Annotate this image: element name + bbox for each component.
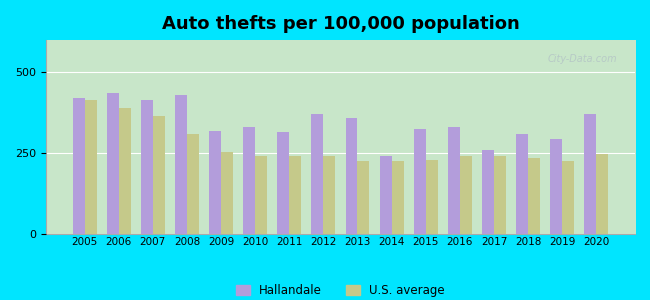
Bar	[448, 128, 460, 234]
Bar	[596, 154, 608, 234]
Bar	[323, 156, 335, 234]
Bar	[311, 114, 323, 234]
Bar	[187, 134, 199, 234]
Title: Auto thefts per 100,000 population: Auto thefts per 100,000 population	[162, 15, 519, 33]
Bar	[141, 100, 153, 234]
Bar	[84, 100, 96, 234]
Bar	[414, 129, 426, 234]
Bar	[209, 130, 221, 234]
Bar	[221, 152, 233, 234]
Bar	[346, 118, 358, 234]
Bar	[119, 108, 131, 234]
Bar	[73, 98, 84, 234]
Bar	[516, 134, 528, 234]
Bar	[551, 139, 562, 234]
Bar	[584, 114, 596, 234]
Bar	[460, 156, 472, 234]
Bar	[426, 160, 437, 234]
Bar	[153, 116, 164, 234]
Bar	[482, 150, 494, 234]
Bar	[528, 158, 540, 234]
Bar	[278, 132, 289, 234]
Bar	[175, 95, 187, 234]
Bar	[494, 156, 506, 234]
Bar	[562, 161, 574, 234]
Text: City-Data.com: City-Data.com	[548, 54, 617, 64]
Bar	[107, 93, 119, 234]
Bar	[380, 156, 391, 234]
Legend: Hallandale, U.S. average: Hallandale, U.S. average	[231, 279, 450, 300]
Bar	[358, 161, 369, 234]
Bar	[255, 156, 267, 234]
Bar	[391, 161, 404, 234]
Bar	[289, 156, 301, 234]
Bar	[243, 128, 255, 234]
